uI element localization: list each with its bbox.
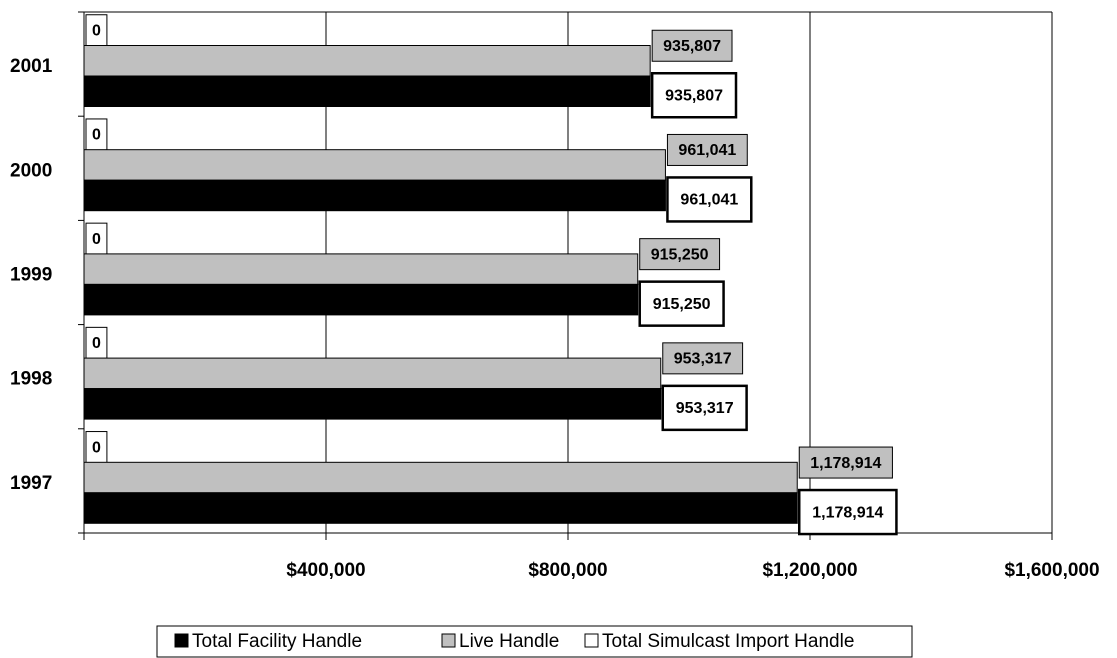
bar [83,75,651,107]
data-label-text: 953,317 [674,351,732,368]
data-label: 953,317 [661,384,748,432]
data-label-text: 1,178,914 [812,504,883,521]
data-label-text: 935,807 [665,87,723,104]
data-label-text: 915,250 [651,246,709,263]
legend-swatch [584,633,599,648]
data-label-text: 935,807 [663,38,721,55]
legend: Total Facility Handle Live Handle Total Si… [156,625,913,658]
bar [83,283,639,316]
data-label-box [638,280,725,327]
data-label-text: 961,041 [678,142,736,159]
data-label: 0 [85,431,108,464]
data-label-box [662,342,744,375]
x-tick-label: $1,600,000 [1004,560,1099,581]
y-tick-label: 1997 [10,473,52,494]
data-label: 935,807 [651,29,733,62]
bar [83,492,798,524]
bar [83,149,666,181]
data-label: 1,178,914 [798,446,893,479]
data-label-box [651,29,733,62]
bar [83,179,666,212]
legend-label: Live Handle [459,631,559,652]
data-label-box [666,133,748,166]
data-label-text: 961,041 [680,192,738,209]
legend-swatch [174,633,189,648]
data-label-text: 0 [92,231,101,248]
data-label: 0 [85,326,108,359]
data-label-box [639,238,721,271]
data-label-text: 915,250 [653,296,711,313]
data-label-box [661,384,748,432]
legend-label: Total Simulcast Import Handle [602,631,854,652]
x-tick-label: $800,000 [528,560,607,581]
y-tick-label: 2000 [10,160,52,181]
bar [83,461,798,494]
data-label: 1,178,914 [797,488,898,536]
bar [83,45,651,77]
bar [83,253,639,285]
data-label: 935,807 [650,72,738,119]
data-label-text: 953,317 [676,400,734,417]
y-tick-label: 2001 [10,56,53,77]
bar [83,388,662,420]
y-tick-label: 1998 [10,369,52,390]
x-tick-label: $400,000 [286,560,365,581]
data-label: 961,041 [666,133,748,166]
data-label: 915,250 [638,280,725,327]
y-tick-label: 1999 [10,265,52,286]
data-label-text: 0 [92,335,101,352]
data-label: 0 [85,118,108,151]
data-label-box [797,488,898,536]
legend-box [156,625,913,658]
data-label: 915,250 [639,238,721,271]
data-label-box [798,446,893,479]
data-label: 0 [85,222,108,255]
data-label-text: 0 [92,127,101,144]
data-label-text: 1,178,914 [810,455,881,472]
legend-label: Total Facility Handle [192,631,362,652]
data-label-text: 0 [92,439,101,456]
legend-swatch [441,633,456,648]
data-label-box [666,176,753,223]
data-label: 0 [85,14,108,47]
data-label: 953,317 [662,342,744,375]
data-label: 961,041 [666,176,753,223]
bar [83,357,662,390]
data-label-box [650,72,738,119]
x-tick-label: $1,200,000 [762,560,857,581]
data-label-text: 0 [92,22,101,39]
